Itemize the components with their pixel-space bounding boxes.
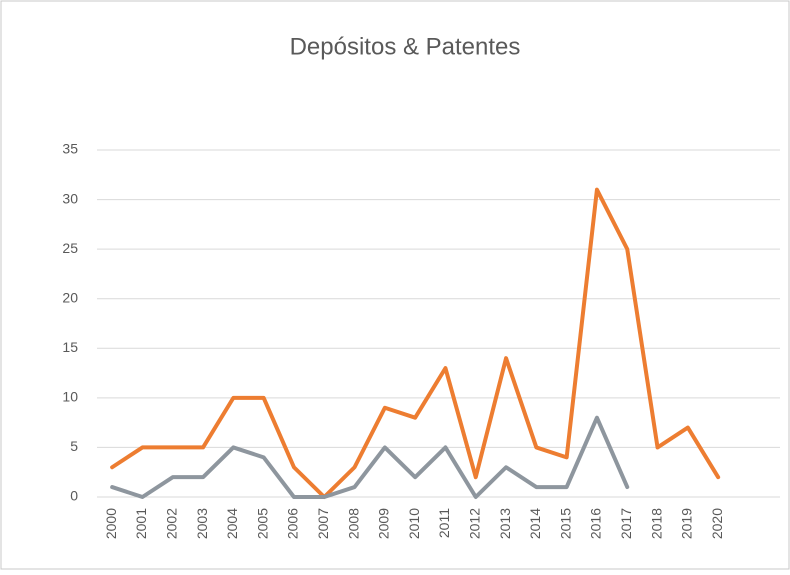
series-line xyxy=(110,187,721,499)
x-tick-label: 2004 xyxy=(224,508,240,539)
x-tick-label: 2000 xyxy=(103,508,119,539)
y-tick-label: 5 xyxy=(70,438,78,454)
y-tick-label: 30 xyxy=(62,190,78,206)
y-tick-label: 10 xyxy=(62,389,78,405)
x-tick-label: 2020 xyxy=(709,508,725,539)
x-tick-label: 2019 xyxy=(679,508,695,539)
y-tick-label: 35 xyxy=(62,141,78,157)
x-tick-label: 2011 xyxy=(436,508,452,538)
x-tick-label: 2013 xyxy=(497,508,513,539)
series-line xyxy=(110,415,630,499)
x-tick-label: 2002 xyxy=(163,508,179,539)
x-tick-label: 2007 xyxy=(315,508,331,539)
x-tick-label: 2008 xyxy=(345,508,361,539)
x-tick-label: 2003 xyxy=(194,508,210,539)
x-tick-label: 2017 xyxy=(618,508,634,539)
x-tick-label: 2009 xyxy=(376,508,392,539)
chart-title: Depósitos & Patentes xyxy=(290,33,521,60)
x-tick-label: 2006 xyxy=(285,508,301,539)
y-tick-label: 0 xyxy=(70,488,78,504)
x-tick-label: 2010 xyxy=(406,508,422,539)
x-tick-label: 2014 xyxy=(527,508,543,539)
x-tick-label: 2015 xyxy=(557,508,573,539)
x-tick-label: 2012 xyxy=(466,508,482,539)
y-tick-label: 20 xyxy=(62,289,78,305)
x-tick-label: 2016 xyxy=(588,508,604,539)
x-tick-label: 2001 xyxy=(133,508,149,539)
y-tick-label: 25 xyxy=(62,240,78,256)
x-tick-label: 2005 xyxy=(254,508,270,539)
x-tick-label: 2018 xyxy=(648,508,664,539)
y-tick-label: 15 xyxy=(62,339,78,355)
